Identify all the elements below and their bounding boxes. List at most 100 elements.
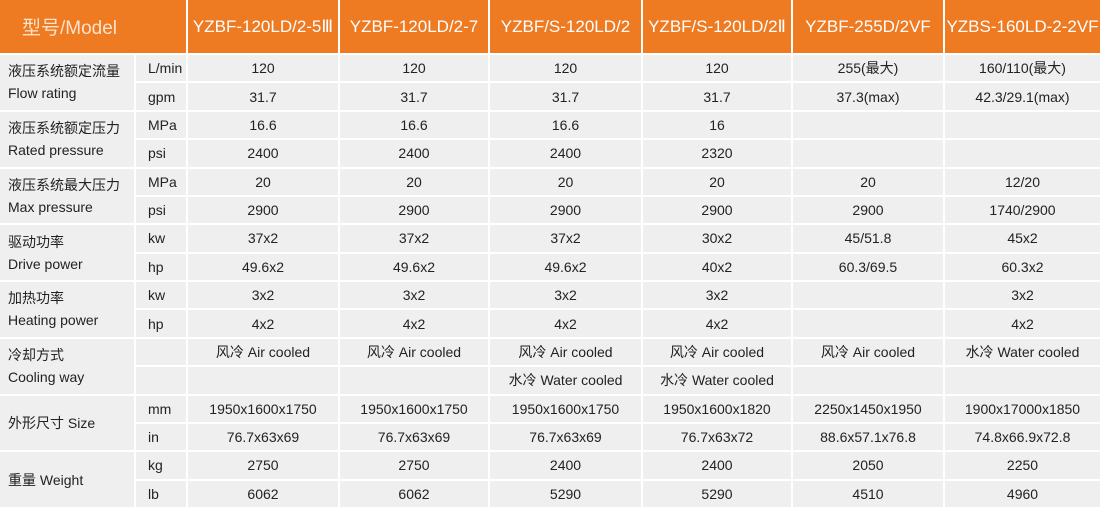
- group-label: 加热功率 Heating power: [0, 282, 136, 339]
- model-header: YZBS-160LD-2-2VF: [945, 0, 1100, 55]
- unit: MPa: [136, 111, 188, 141]
- value: 2900: [340, 196, 490, 226]
- label-line: 重量 Weight: [8, 471, 84, 488]
- value: [793, 367, 945, 396]
- value: 31.7: [340, 83, 490, 112]
- value: 31.7: [643, 83, 793, 112]
- value: 1900x17000x1850: [945, 395, 1100, 424]
- value: 49.6x2: [188, 253, 340, 282]
- model-header: YZBF/S-120LD/2Ⅱ: [643, 0, 793, 55]
- value: 1950x1600x1750: [490, 395, 643, 424]
- value: 255(最大): [793, 55, 945, 84]
- unit: in: [136, 423, 188, 453]
- value: 5290: [490, 480, 643, 509]
- value: 4510: [793, 480, 945, 509]
- value: 1740/2900: [945, 196, 1100, 226]
- label-line: 驱动功率: [8, 233, 64, 250]
- value: 74.8x66.9x72.8: [945, 423, 1100, 453]
- value: 5290: [643, 480, 793, 509]
- value: 1950x1600x1750: [188, 395, 340, 424]
- unit: psi: [136, 140, 188, 169]
- value: 37.3(max): [793, 83, 945, 112]
- value: 1950x1600x1820: [643, 395, 793, 424]
- value: 16.6: [340, 111, 490, 141]
- value: 76.7x63x69: [340, 423, 490, 453]
- value: 31.7: [490, 83, 643, 112]
- value: 3x2: [643, 282, 793, 311]
- label-line: 外形尺寸 Size: [8, 414, 96, 431]
- value: 20: [643, 168, 793, 197]
- value: 2320: [643, 140, 793, 169]
- value: 60.3x2: [945, 253, 1100, 282]
- value: 37x2: [490, 225, 643, 254]
- value: 2900: [643, 196, 793, 226]
- value: 4x2: [340, 310, 490, 339]
- value: 120: [340, 55, 490, 84]
- value: [945, 140, 1100, 169]
- unit: [136, 338, 188, 368]
- value: 16.6: [188, 111, 340, 141]
- value: 120: [643, 55, 793, 84]
- value: 水冷 Water cooled: [490, 367, 643, 396]
- value: 42.3/29.1(max): [945, 83, 1100, 112]
- value: 水冷 Water cooled: [643, 367, 793, 396]
- value: 49.6x2: [490, 253, 643, 282]
- value: [793, 282, 945, 311]
- value: 风冷 Air cooled: [793, 338, 945, 368]
- value: 76.7x63x69: [188, 423, 340, 453]
- value: 3x2: [188, 282, 340, 311]
- value: 2900: [793, 196, 945, 226]
- unit: psi: [136, 196, 188, 226]
- label-line: Rated pressure: [8, 142, 104, 159]
- value: 12/20: [945, 168, 1100, 197]
- value: 49.6x2: [340, 253, 490, 282]
- model-header: YZBF-255D/2VF: [793, 0, 945, 55]
- value: 20: [793, 168, 945, 197]
- value: [945, 111, 1100, 141]
- unit: [136, 367, 188, 396]
- value: 2250: [945, 452, 1100, 481]
- value: 160/110(最大): [945, 55, 1100, 84]
- value: 60.3/69.5: [793, 253, 945, 282]
- value: 风冷 Air cooled: [490, 338, 643, 368]
- value: 76.7x63x69: [490, 423, 643, 453]
- unit: L/min: [136, 55, 188, 84]
- value: 2900: [188, 196, 340, 226]
- label-line: 液压系统最大压力: [8, 176, 120, 193]
- value: 3x2: [490, 282, 643, 311]
- value: 风冷 Air cooled: [340, 338, 490, 368]
- value: 3x2: [945, 282, 1100, 311]
- value: 37x2: [340, 225, 490, 254]
- label-line: Max pressure: [8, 198, 93, 215]
- label-line: 液压系统额定压力: [8, 120, 120, 137]
- value: 20: [340, 168, 490, 197]
- model-header: YZBF/S-120LD/2: [490, 0, 643, 55]
- value: 4x2: [490, 310, 643, 339]
- value: 37x2: [188, 225, 340, 254]
- unit: kw: [136, 225, 188, 254]
- group-label: 液压系统最大压力 Max pressure: [0, 168, 136, 226]
- value: [188, 367, 340, 396]
- value: 2400: [490, 140, 643, 169]
- value: 水冷 Water cooled: [945, 338, 1100, 368]
- value: 6062: [340, 480, 490, 509]
- unit: kw: [136, 282, 188, 311]
- group-label: 液压系统额定流量 Flow rating: [0, 55, 136, 112]
- value: 40x2: [643, 253, 793, 282]
- value: 6062: [188, 480, 340, 509]
- group-label: 外形尺寸 Size: [0, 395, 136, 453]
- unit: hp: [136, 310, 188, 339]
- group-label: 驱动功率 Drive power: [0, 225, 136, 282]
- label-line: Cooling way: [8, 369, 85, 386]
- label-line: 冷却方式: [8, 347, 64, 364]
- value: 2900: [490, 196, 643, 226]
- unit: hp: [136, 253, 188, 282]
- label-line: Drive power: [8, 255, 83, 272]
- value: 88.6x57.1x76.8: [793, 423, 945, 453]
- label-line: 加热功率: [8, 290, 64, 307]
- model-header: YZBF-120LD/2-5Ⅲ: [188, 0, 340, 55]
- group-label: 重量 Weight: [0, 452, 136, 509]
- value: 31.7: [188, 83, 340, 112]
- value: 1950x1600x1750: [340, 395, 490, 424]
